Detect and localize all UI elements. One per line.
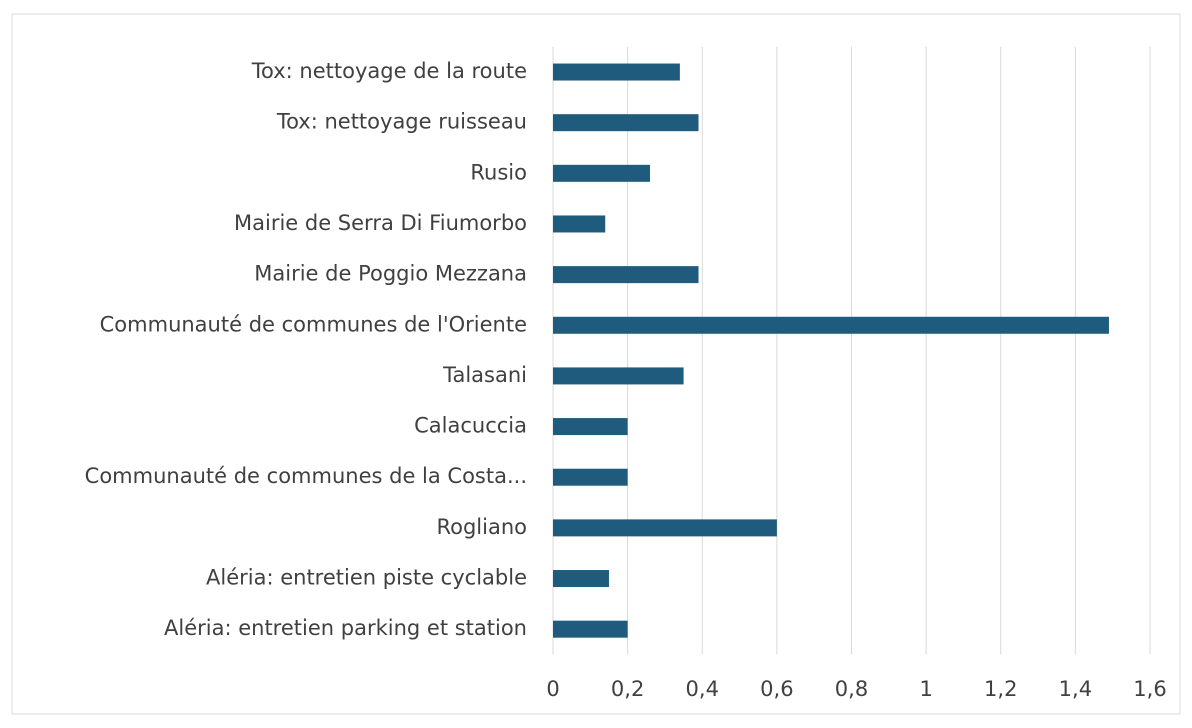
bar xyxy=(553,468,628,486)
x-tick-label: 1,6 xyxy=(1133,677,1166,701)
y-tick-label: Tox: nettoyage de la route xyxy=(251,59,527,83)
y-tick-label: Mairie de Serra Di Fiumorbo xyxy=(234,211,527,235)
x-tick-label: 0 xyxy=(546,677,559,701)
bar xyxy=(553,367,684,385)
x-tick-label: 1,2 xyxy=(984,677,1017,701)
x-tick-label: 0,6 xyxy=(760,677,793,701)
bar xyxy=(553,316,1109,334)
bar xyxy=(553,620,628,638)
x-tick-label: 1 xyxy=(919,677,932,701)
y-tick-label: Calacuccia xyxy=(414,414,527,438)
y-tick-label: Mairie de Poggio Mezzana xyxy=(254,262,527,286)
y-tick-label: Tox: nettoyage ruisseau xyxy=(276,110,527,134)
bar xyxy=(553,164,651,182)
bar xyxy=(553,215,606,233)
y-tick-label: Rogliano xyxy=(436,515,527,539)
x-tick-label: 0,8 xyxy=(835,677,868,701)
y-tick-label: Communauté de communes de l'Oriente xyxy=(100,312,527,336)
x-tick-label: 0,4 xyxy=(686,677,719,701)
bar xyxy=(553,266,699,284)
y-tick-label: Talasani xyxy=(442,363,527,387)
y-tick-label: Aléria: entretien piste cyclable xyxy=(206,566,527,590)
x-tick-label: 1,4 xyxy=(1059,677,1092,701)
bar xyxy=(553,114,699,132)
bar xyxy=(553,63,680,81)
bar xyxy=(553,570,609,588)
y-tick-label: Aléria: entretien parking et station xyxy=(164,616,527,640)
bar xyxy=(553,519,777,537)
y-tick-label: Communauté de communes de la Costa... xyxy=(85,464,527,488)
bar xyxy=(553,418,628,436)
y-tick-label: Rusio xyxy=(470,160,527,184)
x-tick-label: 0,2 xyxy=(611,677,644,701)
